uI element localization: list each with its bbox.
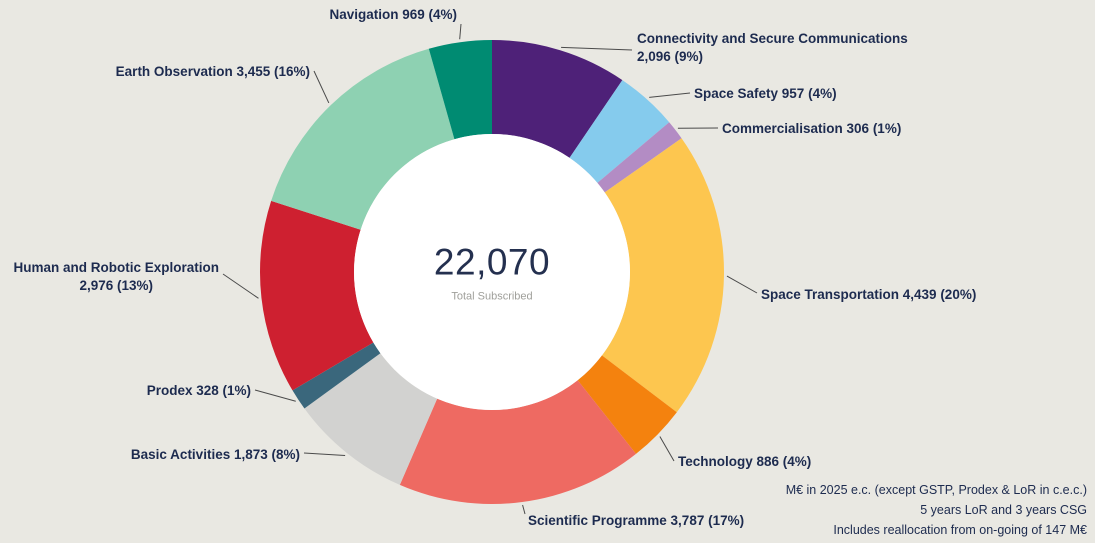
- segment-scientific-programme[interactable]: [399, 380, 636, 504]
- footnote-line: M€ in 2025 e.c. (except GSTP, Prodex & L…: [785, 483, 1087, 497]
- center-total-caption: Total Subscribed: [451, 290, 533, 303]
- label-commercialisation: Commercialisation 306 (1%): [722, 121, 902, 136]
- segment-navigation[interactable]: [428, 40, 492, 140]
- segment-human-and-robotic-exploration[interactable]: [260, 200, 374, 391]
- leader-line-space-safety: [649, 92, 691, 98]
- label-basic-activities: Basic Activities 1,873 (8%): [130, 447, 300, 462]
- segment-space-safety[interactable]: [569, 80, 670, 183]
- label-earth-observation: Earth Observation 3,455 (16%): [115, 64, 310, 79]
- center-total-value: 22,070: [433, 241, 551, 283]
- label-human-and-robotic-exploration: Human and Robotic Exploration 2,976 (13%): [13, 260, 219, 293]
- label-connectivity-and-secure-communications: Connectivity and Secure Communications 2,…: [637, 31, 908, 64]
- segment-prodex[interactable]: [292, 342, 381, 409]
- segment-technology[interactable]: [577, 355, 677, 454]
- leader-line-technology: [659, 436, 675, 462]
- center-total-block: 22,070 Total Subscribed: [434, 242, 550, 303]
- leader-line-navigation: [459, 23, 462, 40]
- segment-basic-activities[interactable]: [304, 353, 438, 485]
- leader-line-scientific-programme: [522, 504, 526, 515]
- label-space-safety: Space Safety 957 (4%): [694, 86, 837, 101]
- donut-hole: [354, 134, 630, 410]
- leader-line-human-and-robotic-exploration: [222, 273, 259, 299]
- label-scientific-programme: Scientific Programme 3,787 (17%): [528, 513, 745, 528]
- leader-line-earth-observation: [313, 70, 330, 104]
- segment-connectivity-and-secure-communications[interactable]: [492, 40, 623, 158]
- label-technology: Technology 886 (4%): [678, 454, 812, 469]
- label-prodex: Prodex 328 (1%): [146, 383, 251, 398]
- footnote-line: Includes reallocation from on-going of 1…: [833, 523, 1087, 537]
- segment-earth-observation[interactable]: [271, 48, 455, 230]
- footnote-line: 5 years LoR and 3 years CSG: [920, 503, 1087, 517]
- leader-line-prodex: [254, 389, 296, 402]
- label-navigation: Navigation 969 (4%): [329, 7, 457, 22]
- footnotes: M€ in 2025 e.c. (except GSTP, Prodex & L…: [786, 480, 1087, 540]
- leader-line-space-transportation: [726, 275, 758, 294]
- label-space-transportation: Space Transportation 4,439 (20%): [761, 287, 977, 302]
- leader-line-basic-activities: [303, 452, 346, 456]
- segment-space-transportation[interactable]: [601, 138, 724, 413]
- leader-line-connectivity-and-secure-communications: [561, 46, 633, 51]
- segment-commercialisation[interactable]: [597, 122, 682, 193]
